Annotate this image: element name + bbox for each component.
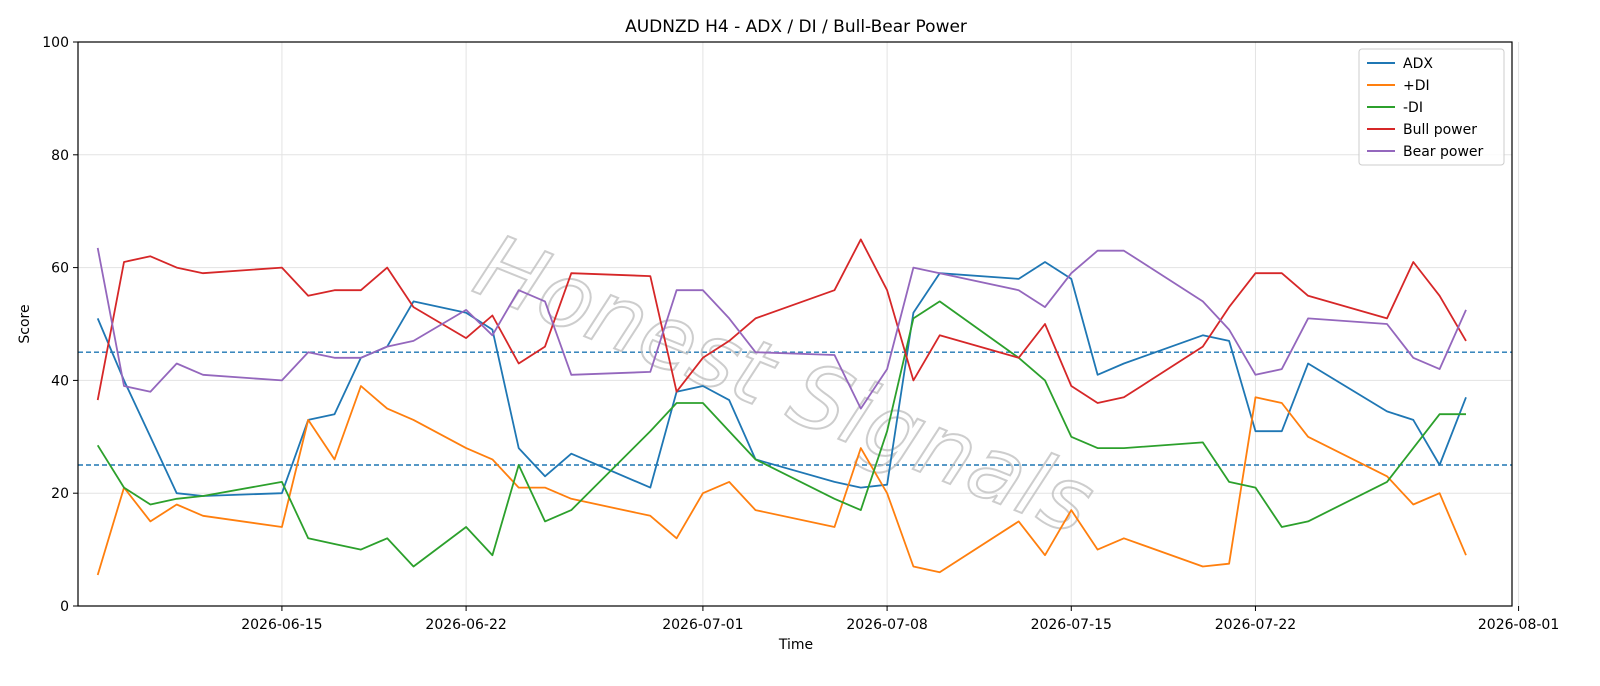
series-line-3: [96, 238, 1467, 404]
x-tick-label: 2026-06-22: [425, 617, 506, 633]
legend-label: Bear power: [1403, 144, 1484, 160]
plot-frame: [77, 41, 1513, 607]
x-tick-label: 2026-07-15: [1031, 617, 1112, 633]
y-tick-label: 100: [42, 35, 69, 51]
y-axis: 0 20 40 60 80 100: [42, 35, 78, 615]
series-layer: [96, 238, 1467, 576]
y-tick-label: 40: [51, 373, 69, 389]
x-tick-label: 2026-07-22: [1215, 617, 1296, 633]
x-tick-label: 2026-08-01: [1478, 617, 1559, 633]
chart-title: AUDNZD H4 - ADX / DI / Bull-Bear Power: [625, 17, 967, 37]
series-line-2: [96, 300, 1466, 568]
legend-label: ADX: [1403, 56, 1433, 72]
series-line-4: [96, 247, 1467, 410]
watermark: Honest Signals: [462, 214, 1107, 555]
legend-box: [1358, 48, 1505, 166]
y-tick-label: 80: [51, 148, 69, 164]
x-tick-label: 2026-06-15: [241, 617, 322, 633]
x-tick-label: 2026-07-08: [846, 617, 927, 633]
series-line-0: [96, 261, 1467, 497]
y-tick-label: 20: [51, 486, 69, 502]
y-tick-label: 60: [51, 261, 69, 277]
x-axis-title: Time: [778, 637, 813, 653]
legend: ADX +DI -DI Bull power Bear power: [1358, 48, 1505, 166]
x-tick-label: 2026-07-01: [662, 617, 743, 633]
y-tick-label: 0: [60, 599, 69, 615]
y-axis-title: Score: [17, 304, 33, 343]
x-axis: 2026-06-15 2026-06-22 2026-07-01 2026-07-08…: [241, 606, 1559, 633]
reference-lines: [78, 351, 1512, 466]
grid-layer: [78, 41, 1520, 607]
series-line-1: [96, 385, 1467, 576]
legend-label: Bull power: [1403, 122, 1477, 138]
legend-label: -DI: [1403, 100, 1423, 116]
legend-label: +DI: [1403, 78, 1430, 94]
